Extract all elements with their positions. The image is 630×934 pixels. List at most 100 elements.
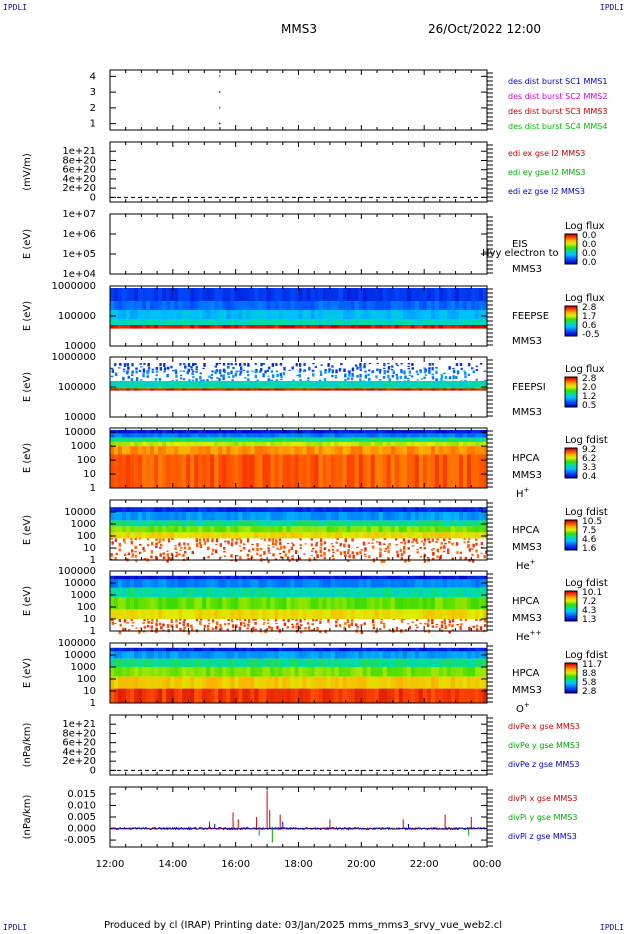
feepse-colorbar-cell (565, 308, 577, 310)
hpca_hepp-cell (451, 629, 455, 631)
feepse-cell (182, 310, 187, 319)
hpca_he-cell (286, 526, 291, 533)
hpca_h-cell (286, 441, 291, 447)
feepse-cell (310, 310, 315, 319)
hpca_h-cell (242, 433, 247, 438)
hpca_o-colorbar-cell (565, 667, 577, 669)
feepse-cell (314, 288, 319, 301)
hpca_hepp-cell (178, 597, 183, 610)
feepse-cell (454, 310, 460, 319)
hpca_hepp-cell (254, 575, 259, 580)
feepse-cell (374, 325, 380, 329)
hpca_h-species: H+ (516, 486, 530, 500)
feepsi-cell (239, 370, 243, 374)
hpca_h-cell (362, 446, 367, 455)
hpca_o-cell (226, 658, 231, 667)
hpca_hepp-cell (214, 587, 219, 598)
hpca_h-cell (210, 446, 215, 455)
feepsi-cell (318, 381, 323, 387)
hpca_h-cell (294, 430, 299, 434)
hpca_h-cell (378, 446, 384, 455)
hpca_h-cell (262, 430, 267, 434)
hpca_he-cell (458, 532, 464, 539)
feepsi-cell (328, 368, 331, 371)
feepsi-cell (450, 388, 456, 391)
eis-instrument: EIS (512, 239, 528, 250)
feepsi-cell (428, 363, 432, 366)
hpca_he-cell (194, 526, 199, 533)
hpca_he-cell (386, 532, 392, 539)
feepse-cell (430, 325, 436, 329)
feepsi-cell (138, 369, 142, 372)
feepsi-cell (163, 370, 166, 373)
feepsi-cell (151, 372, 155, 374)
hpca_he-cell (344, 554, 347, 558)
hpca_h-cell (402, 437, 408, 442)
feepsi-cell (178, 387, 183, 389)
feepse-cell (378, 288, 384, 301)
hpca_hepp-cell (114, 609, 119, 619)
hpca_hepp-cell (448, 630, 451, 634)
hpca_he-cell (274, 520, 279, 527)
hpca_he-cell (210, 520, 215, 527)
hpca_o-cell (462, 651, 468, 659)
hpca_he-cell (230, 554, 233, 558)
hpca_h-cell (150, 433, 155, 438)
feepsi-cell (202, 381, 207, 387)
hpca_he-cell (339, 551, 343, 556)
hpca_o-cell (158, 658, 163, 667)
feepse-cell (162, 301, 167, 310)
hpca_h-cell (166, 446, 171, 455)
feepsi-cell (408, 370, 412, 374)
hpca_hepp-cell (411, 621, 414, 623)
hpca_o-cell (182, 676, 187, 689)
hpca_he-cell (356, 546, 359, 549)
hpca_o-cell (334, 647, 339, 652)
hpca_hepp-cell (214, 609, 219, 619)
feepsi-cell (466, 388, 472, 391)
feepse-cell (154, 301, 159, 310)
hpca_hepp-cell (434, 609, 440, 619)
hpca_he-cell (186, 532, 191, 539)
feepsi-cell (484, 379, 487, 381)
hpca_hepp-cell (126, 587, 131, 598)
feepse-cell (206, 288, 211, 301)
hpca_hepp-cell (358, 575, 363, 580)
feepsi-cell (386, 388, 392, 391)
hpca_o-cell (118, 688, 123, 703)
hpca_hepp-cell (360, 630, 364, 635)
hpca_he-cell (222, 507, 227, 512)
hpca_h-cell (378, 430, 384, 434)
feepse-colorbar-cell (565, 309, 577, 311)
hpca_he-cell (332, 558, 335, 560)
hpca_o-cell (246, 647, 251, 652)
hpca_he-cell (286, 507, 291, 512)
hpca_hepp-cell (346, 619, 350, 623)
hpca_h-cell (134, 441, 139, 447)
hpca_he-cell (330, 512, 335, 521)
hpca_hepp-cell (270, 609, 275, 619)
feepse-cell (202, 325, 207, 329)
feepse-colorbar-title: Log flux (565, 293, 605, 304)
hpca_h-cell (126, 433, 131, 438)
hpca_o-cell (150, 688, 155, 703)
hpca_he-cell (170, 526, 175, 533)
hpca_he-colorbar-cell (565, 545, 577, 547)
hpca_hepp-cell (306, 597, 311, 610)
hpca_h-cell (378, 437, 384, 442)
hpca_he-cell (130, 520, 135, 527)
hpca_he-cell (334, 526, 339, 533)
feepse-cell (242, 319, 247, 325)
hpca_h-cell (450, 441, 456, 447)
feepsi-cell (174, 381, 179, 387)
hpca_he-cell (302, 526, 307, 533)
feepse-cell (482, 325, 488, 329)
feepse-cell (466, 288, 472, 301)
feepse-cell (338, 310, 343, 319)
hpca_o-cell (210, 667, 215, 677)
hpca_hepp-cell (430, 587, 436, 598)
hpca_he-cell (110, 553, 113, 557)
feepse-cell (246, 310, 251, 319)
hpca_h-cell (434, 437, 440, 442)
hpca_hepp-cell (190, 575, 195, 580)
